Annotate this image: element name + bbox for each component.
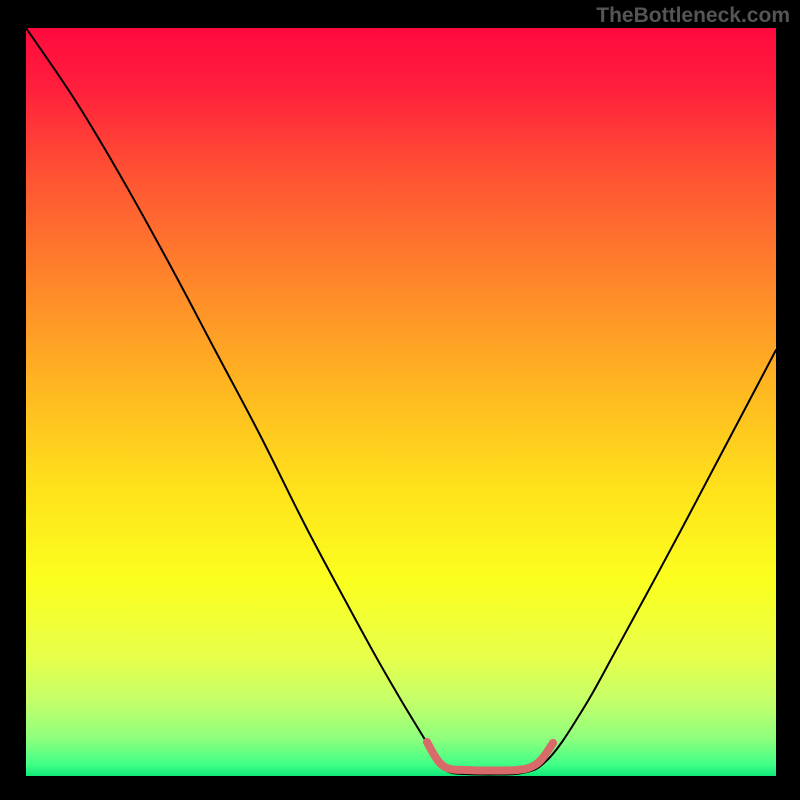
- highlight-points: [423, 738, 557, 747]
- plot-area: [26, 28, 776, 776]
- watermark-text: TheBottleneck.com: [596, 4, 790, 28]
- highlight-path: [427, 742, 553, 771]
- chart-svg: [26, 28, 776, 776]
- highlight-dot: [423, 738, 431, 746]
- highlight-dot: [549, 739, 557, 747]
- bottleneck-curve: [26, 28, 776, 775]
